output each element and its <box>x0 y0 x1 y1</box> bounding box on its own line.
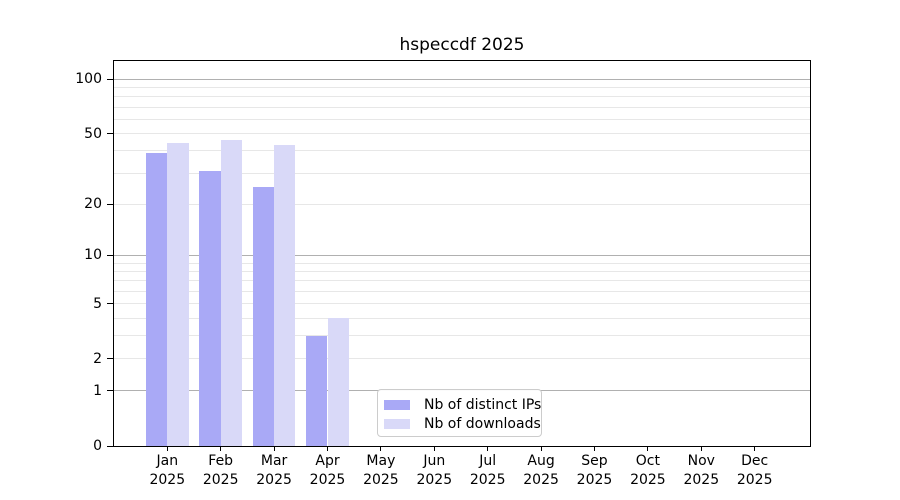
x-tick-mark <box>433 447 435 451</box>
x-tick-mark <box>380 447 382 451</box>
x-tick-label: Mar 2025 <box>256 453 292 488</box>
x-tick-label: Apr 2025 <box>309 453 346 488</box>
y-tick-label: 1 <box>93 382 102 399</box>
x-tick-label: Oct 2025 <box>630 453 666 488</box>
bar-downloads <box>220 140 243 446</box>
x-tick-label: Sep 2025 <box>576 453 613 488</box>
y-tick-mark <box>107 133 113 134</box>
bar-distinct-ips <box>145 152 168 446</box>
y-tick-label: 50 <box>84 125 102 142</box>
gridline-minor <box>114 150 810 152</box>
gridline-minor <box>114 118 810 120</box>
y-tick-mark <box>107 78 113 80</box>
x-tick-label: May 2025 <box>363 453 399 488</box>
gridline-minor <box>114 270 810 272</box>
gridline-minor <box>114 106 810 108</box>
legend-label-downloads: Nb of downloads <box>424 415 541 432</box>
x-tick-mark <box>487 447 489 451</box>
y-tick-label: 5 <box>93 295 102 312</box>
gridline-minor <box>114 96 810 98</box>
y-tick-mark <box>107 358 113 360</box>
x-tick-mark <box>327 447 328 451</box>
bar-distinct-ips <box>306 335 328 446</box>
y-tick-label: 2 <box>93 350 102 367</box>
bar-distinct-ips <box>199 170 221 446</box>
gridline-minor <box>114 280 810 282</box>
x-tick-mark <box>754 447 756 451</box>
x-tick-label: Feb 2025 <box>202 453 239 488</box>
x-tick-label: Jul 2025 <box>469 453 506 488</box>
gridline-minor <box>114 317 810 319</box>
y-tick-mark <box>107 254 113 256</box>
x-tick-label: Jan 2025 <box>149 453 186 488</box>
legend-item-distinct-ips: Nb of distinct IPs <box>384 395 541 414</box>
x-tick-mark <box>700 447 702 451</box>
gridline-minor <box>114 86 810 88</box>
gridline-major <box>114 78 810 80</box>
y-tick-label: 100 <box>75 71 102 88</box>
gridline-minor <box>114 172 810 174</box>
x-tick-label: Jun 2025 <box>416 453 453 488</box>
legend-item-downloads: Nb of downloads <box>384 414 541 433</box>
y-tick-mark <box>107 303 113 305</box>
legend-swatch-downloads <box>384 418 410 429</box>
y-tick-label: 10 <box>84 247 102 264</box>
legend-label-distinct-ips: Nb of distinct IPs <box>424 396 542 413</box>
x-tick-mark <box>540 447 542 451</box>
gridline-minor <box>114 262 810 264</box>
x-tick-mark <box>273 447 275 451</box>
bar-downloads <box>327 318 349 446</box>
y-tick-mark <box>107 390 113 392</box>
y-tick-mark <box>107 203 113 205</box>
legend-swatch-distinct-ips <box>384 399 410 410</box>
gridline-minor <box>114 133 810 134</box>
gridline-major <box>114 254 810 256</box>
x-tick-mark <box>166 447 168 451</box>
x-tick-label: Nov 2025 <box>683 453 720 488</box>
legend: Nb of distinct IPs Nb of downloads <box>377 389 542 437</box>
x-tick-label: Aug 2025 <box>523 453 559 488</box>
bar-distinct-ips <box>252 187 275 446</box>
gridline-minor <box>114 358 810 360</box>
chart-title: hspeccdf 2025 <box>399 35 525 55</box>
gridline-minor <box>114 290 810 292</box>
y-tick-label: 20 <box>84 196 102 213</box>
x-tick-label: Dec 2025 <box>736 453 773 488</box>
x-tick-mark <box>647 447 649 451</box>
x-tick-mark <box>220 447 222 451</box>
y-tick-label: 0 <box>93 438 102 454</box>
y-tick-mark <box>107 445 113 447</box>
gridline-minor <box>114 335 810 337</box>
gridline-minor <box>114 203 810 205</box>
bar-downloads <box>167 143 189 446</box>
bar-downloads <box>274 145 296 446</box>
gridline-minor <box>114 303 810 305</box>
x-tick-mark <box>594 447 595 451</box>
plot-area <box>113 60 811 447</box>
